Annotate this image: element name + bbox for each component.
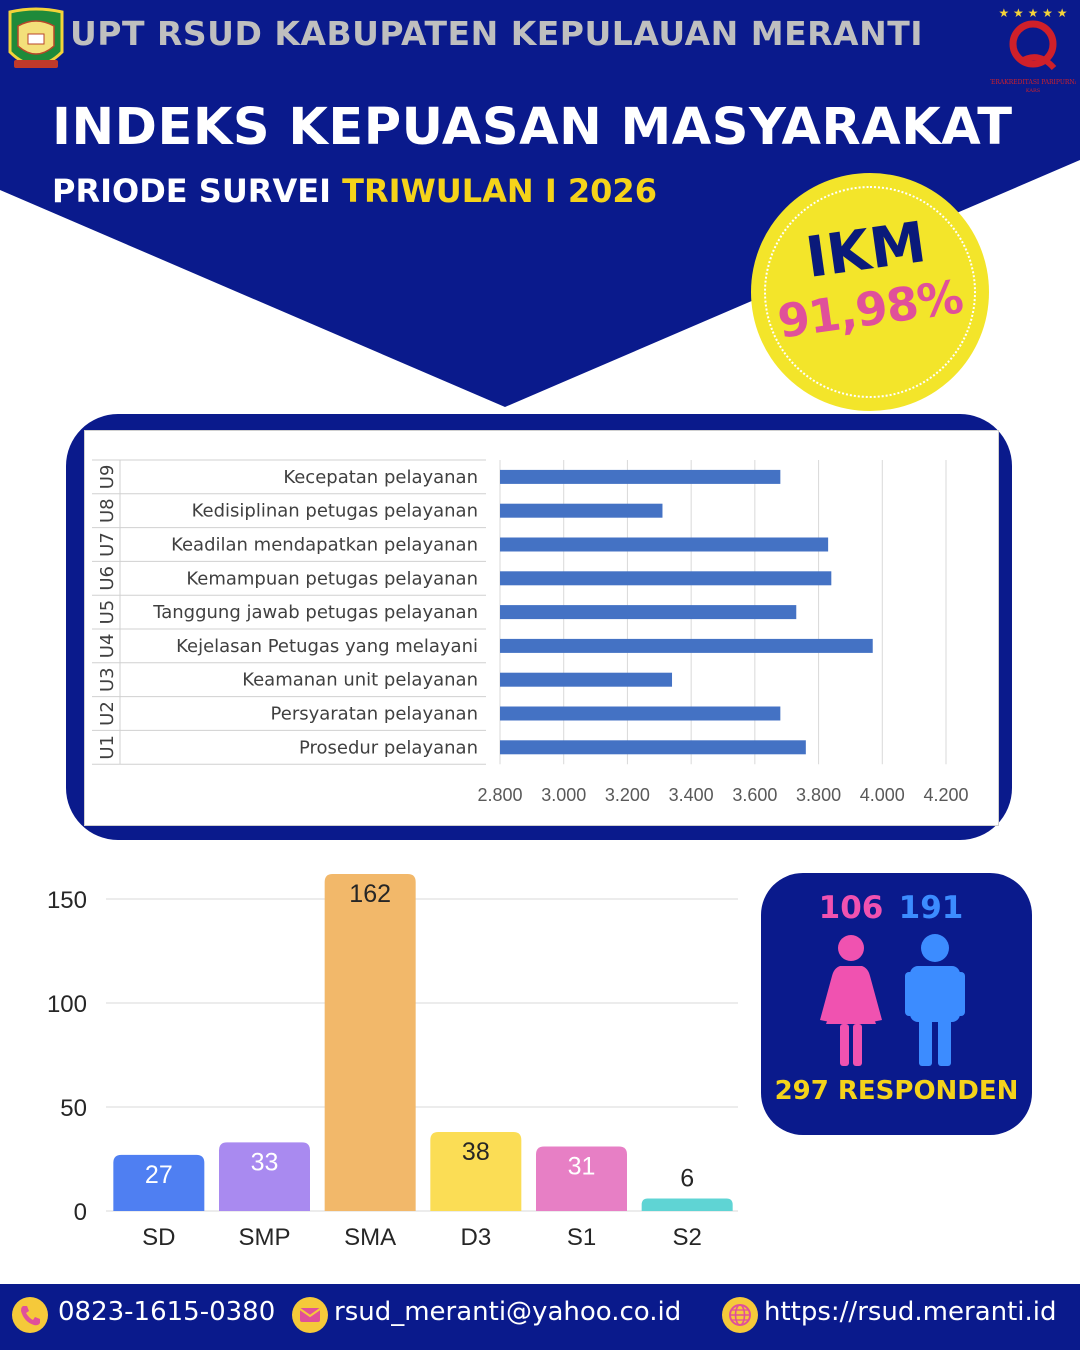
data-label: 31 (568, 1153, 596, 1181)
data-label: 38 (462, 1138, 490, 1166)
x-tick-label: S1 (567, 1224, 596, 1251)
header-banner (0, 0, 1080, 407)
male-icon (905, 934, 965, 1066)
bar-s1 (536, 1146, 627, 1211)
x-tick-label: D3 (460, 1224, 491, 1251)
code-label: U6 (97, 566, 118, 591)
code-label: U1 (97, 735, 118, 760)
code-label: U5 (97, 600, 118, 625)
x-tick-label: 4.200 (923, 785, 968, 805)
code-label: U4 (97, 634, 118, 659)
bar-u6 (500, 571, 832, 586)
category-label: Kemampuan petugas pelayanan (186, 568, 478, 589)
x-tick-label: 3.400 (669, 785, 714, 805)
category-label: Keadilan mendapatkan pelayanan (171, 535, 478, 556)
code-label: U9 (97, 465, 118, 490)
ikm-badge (751, 173, 989, 411)
x-tick-label: 4.000 (860, 785, 905, 805)
bar-sd (113, 1154, 205, 1211)
category-label: Kejelasan Petugas yang melayani (176, 636, 478, 657)
bar-s2 (641, 1198, 733, 1211)
ikm-badge-ring (764, 186, 976, 398)
x-tick-label: SMA (344, 1224, 396, 1251)
category-label: Persyaratan pelayanan (271, 704, 478, 725)
x-tick-label: 3.000 (541, 785, 586, 805)
accreditation-logo-icon: ★ ★ ★ ★ ★ TERAKREDITASI PARIPURNA KARS (990, 6, 1076, 94)
bar-u1 (500, 740, 806, 755)
x-tick-label: 3.200 (605, 785, 650, 805)
bar-u4 (500, 638, 873, 653)
code-label: U2 (97, 701, 118, 726)
y-tick-label: 50 (60, 1095, 87, 1122)
phone-number[interactable]: 0823-1615-0380 (58, 1297, 276, 1327)
bar-u8 (500, 503, 663, 518)
bar-u3 (500, 672, 673, 687)
data-label: 6 (680, 1165, 694, 1193)
page-subtitle: PRIODE SURVEI TRIWULAN I 2026 (52, 172, 657, 210)
bar-u5 (500, 605, 797, 620)
x-tick-label: 2.800 (477, 785, 522, 805)
data-label: 27 (145, 1161, 173, 1189)
website-url[interactable]: https://rsud.meranti.id (764, 1297, 1057, 1327)
chart-panel (84, 430, 999, 826)
bar-u2 (500, 706, 781, 721)
bar-sma (324, 874, 416, 1211)
x-tick-label: 3.600 (732, 785, 777, 805)
x-tick-label: SMP (238, 1224, 290, 1251)
email-address[interactable]: rsud_meranti@yahoo.co.id (334, 1297, 682, 1327)
subtitle-prefix: PRIODE SURVEI (52, 172, 343, 210)
category-label: Keamanan unit pelayanan (242, 670, 478, 691)
svg-text:TERAKREDITASI PARIPURNA: TERAKREDITASI PARIPURNA (990, 79, 1076, 86)
data-label: 162 (349, 880, 391, 908)
email-icon (292, 1297, 328, 1333)
x-tick-label: 3.800 (796, 785, 841, 805)
category-label: Tanggung jawab petugas pelayanan (152, 602, 478, 623)
category-label: Kedisiplinan petugas pelayanan (192, 501, 478, 522)
data-label: 33 (251, 1148, 279, 1176)
svg-text:KARS: KARS (1026, 88, 1041, 94)
code-label: U7 (97, 532, 118, 557)
globe-icon (722, 1297, 758, 1333)
category-label: Prosedur pelayanan (299, 737, 478, 758)
svg-text:★ ★ ★ ★ ★: ★ ★ ★ ★ ★ (998, 6, 1067, 20)
x-tick-label: SD (142, 1224, 175, 1251)
respondents-box (761, 873, 1032, 1135)
bar-u7 (500, 537, 829, 552)
phone-icon (12, 1297, 48, 1333)
code-label: U3 (97, 667, 118, 692)
female-count: 106 (818, 890, 884, 926)
y-tick-label: 0 (74, 1199, 87, 1226)
bar-u9 (500, 469, 781, 484)
y-tick-label: 150 (47, 887, 87, 914)
subtitle-period: TRIWULAN I 2026 (342, 172, 657, 210)
x-tick-label: S2 (672, 1224, 701, 1251)
footer-bar (0, 1284, 1080, 1350)
organization-name: UPT RSUD KABUPATEN KEPULAUAN MERANTI (70, 14, 924, 53)
category-label: Kecepatan pelayanan (283, 467, 478, 488)
page-title: INDEKS KEPUASAN MASYARAKAT (52, 98, 1013, 157)
regency-emblem-icon (8, 7, 64, 68)
male-count: 191 (898, 890, 964, 926)
bar-d3 (430, 1131, 522, 1211)
total-respondents: 297 RESPONDEN (774, 1076, 1019, 1106)
code-label: U8 (97, 498, 118, 523)
bar-smp (219, 1142, 310, 1211)
female-icon (820, 935, 882, 1066)
y-tick-label: 100 (47, 991, 87, 1018)
